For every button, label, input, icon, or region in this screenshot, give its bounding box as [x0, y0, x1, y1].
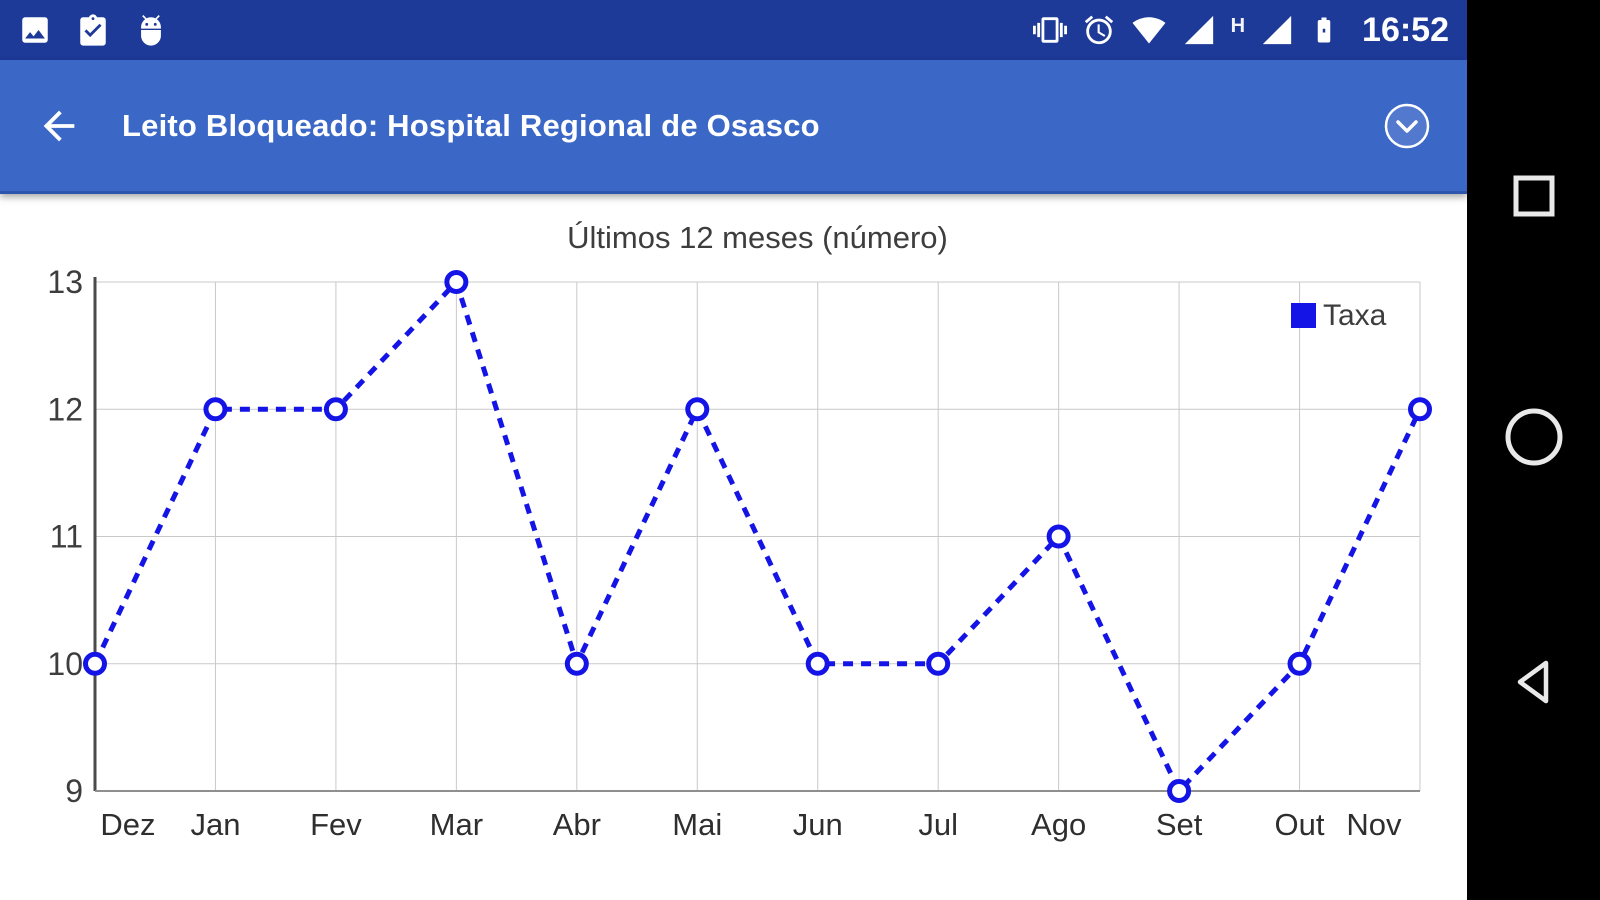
chart-panel: Últimos 12 meses (número) 13 12 11 10 9 Dez Jan…: [0, 194, 1467, 900]
vibrate-icon: [1032, 13, 1067, 47]
app-bar: Leito Bloqueado: Hospital Regional de Os…: [0, 60, 1467, 194]
svg-text:Set: Set: [1156, 807, 1203, 842]
assignment-done-icon: [76, 13, 110, 47]
battery-icon: [1309, 12, 1339, 48]
system-status-icons: H 16:52: [1032, 10, 1449, 50]
adb-icon: [134, 13, 168, 47]
svg-text:Out: Out: [1275, 807, 1325, 842]
back-arrow-icon[interactable]: [30, 97, 88, 155]
svg-text:Jul: Jul: [918, 807, 958, 842]
clock: 16:52: [1362, 10, 1449, 49]
svg-text:9: 9: [65, 773, 83, 809]
status-bar: H 16:52: [0, 0, 1467, 60]
svg-text:11: 11: [50, 519, 83, 555]
svg-text:Últimos 12 meses (número): Últimos 12 meses (número): [567, 220, 948, 255]
android-nav-bar: [1467, 0, 1600, 900]
recents-icon[interactable]: [1467, 172, 1600, 220]
svg-text:Nov: Nov: [1346, 807, 1402, 842]
svg-text:Dez: Dez: [100, 807, 155, 842]
svg-text:Mai: Mai: [672, 807, 722, 842]
alarm-icon: [1082, 13, 1116, 47]
cellular-signal-icon: [1182, 13, 1216, 47]
svg-text:Jun: Jun: [793, 807, 843, 842]
svg-text:Jan: Jan: [190, 807, 240, 842]
cellular-signal-2-icon: [1260, 13, 1294, 47]
chevron-down-circle-icon[interactable]: [1377, 96, 1437, 156]
line-chart: Últimos 12 meses (número) 13 12 11 10 9 Dez Jan…: [47, 220, 1432, 842]
wifi-icon: [1131, 13, 1167, 47]
svg-text:12: 12: [47, 391, 83, 427]
home-icon[interactable]: [1467, 406, 1600, 468]
svg-text:Fev: Fev: [310, 807, 362, 842]
svg-text:Abr: Abr: [553, 807, 601, 842]
svg-text:Ago: Ago: [1031, 807, 1086, 842]
svg-text:13: 13: [47, 264, 83, 300]
svg-text:Taxa: Taxa: [1323, 299, 1387, 332]
notification-icons: [18, 13, 168, 47]
svg-text:Mar: Mar: [430, 807, 483, 842]
svg-text:10: 10: [47, 646, 83, 682]
app-screen: H 16:52 Leito Bloqueado: Hospital Region…: [0, 0, 1467, 900]
back-icon[interactable]: [1467, 656, 1600, 708]
page-title: Leito Bloqueado: Hospital Regional de Os…: [122, 107, 820, 143]
hspa-indicator: H: [1230, 14, 1246, 37]
screenshot-icon: [18, 13, 52, 47]
